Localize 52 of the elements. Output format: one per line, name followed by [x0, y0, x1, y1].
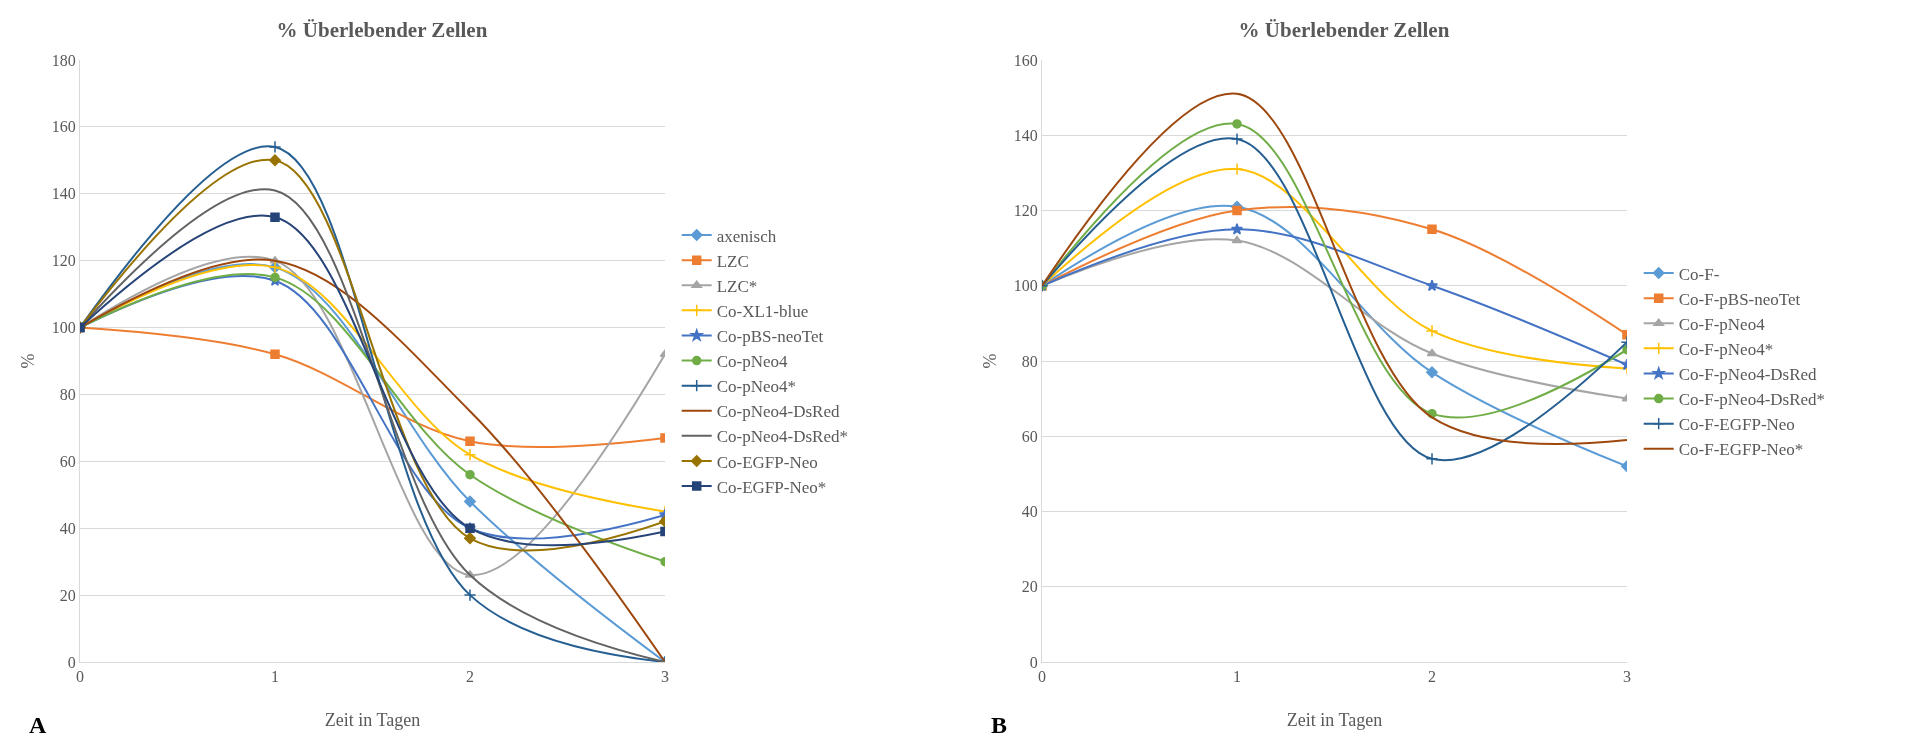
x-tick-label: 1 [1233, 668, 1241, 686]
y-tick-label: 120 [1013, 202, 1038, 220]
chart-title: % Überlebender Zellen [276, 18, 488, 43]
x-axis-title: Zeit in Tagen [1286, 710, 1383, 730]
legend-label: Co-pNeo4-DsRed* [716, 427, 848, 447]
legend-label: Co-F-pNeo4-DsRed* [1678, 390, 1826, 410]
y-tick-label: 0 [67, 653, 76, 671]
legend-label: Co-F-pNeo4-DsRed [1678, 365, 1818, 385]
y-tick-label: 40 [1021, 503, 1038, 521]
y-tick-label: 0 [1029, 653, 1038, 671]
y-tick-label: 100 [1013, 277, 1038, 295]
x-tick-label: 3 [1623, 668, 1631, 686]
legend-label: Co-F- [1678, 264, 1720, 284]
y-tick-label: 140 [51, 185, 76, 203]
legend-label: LZC* [716, 276, 758, 296]
text: B [991, 712, 1008, 738]
x-tick-label: 2 [466, 668, 474, 686]
legend-label: Co-pNeo4 [716, 352, 789, 372]
legend-label: Co-EGFP-Neo* [716, 477, 827, 497]
y-tick-label: 180 [51, 51, 76, 69]
legend-label: Co-F-EGFP-Neo [1678, 415, 1795, 435]
legend-label: Co-pBS-neoTet [716, 327, 824, 347]
y-tick-label: 100 [51, 319, 76, 337]
y-tick-label: 60 [59, 452, 76, 470]
text: A [29, 712, 47, 738]
x-tick-label: 2 [1428, 668, 1436, 686]
x-tick-label: 1 [271, 668, 279, 686]
legend-label: Co-EGFP-Neo [716, 452, 818, 472]
y-tick-label: 140 [1013, 126, 1038, 144]
chart-title: % Überlebender Zellen [1238, 18, 1450, 43]
legend-label: LZC [716, 251, 749, 271]
y-tick-label: 20 [59, 586, 76, 604]
legend-label: axenisch [716, 226, 777, 246]
y-tick-label: 160 [51, 118, 76, 136]
y-tick-label: 160 [1013, 51, 1038, 69]
y-tick-label: 20 [1021, 578, 1038, 596]
x-axis-title: Zeit in Tagen [324, 710, 421, 730]
legend-label: Co-F-pNeo4* [1678, 339, 1774, 359]
y-tick-label: 80 [1021, 352, 1038, 370]
legend-label: Co-pNeo4* [716, 377, 797, 397]
y-axis-title: % [18, 353, 38, 369]
y-axis-title: % [980, 353, 1000, 369]
y-tick-label: 120 [51, 252, 76, 270]
y-tick-label: 40 [59, 519, 76, 537]
y-tick-label: 80 [59, 386, 76, 404]
legend-label: Co-pNeo4-DsRed [716, 402, 840, 422]
x-tick-label: 3 [661, 668, 669, 686]
legend-label: Co-F-pNeo4 [1678, 314, 1766, 334]
y-tick-label: 60 [1021, 427, 1038, 445]
legend-label: Co-XL1-blue [716, 301, 809, 321]
legend-label: Co-F-EGFP-Neo* [1678, 440, 1804, 460]
legend-label: Co-F-pBS-neoTet [1678, 289, 1801, 309]
